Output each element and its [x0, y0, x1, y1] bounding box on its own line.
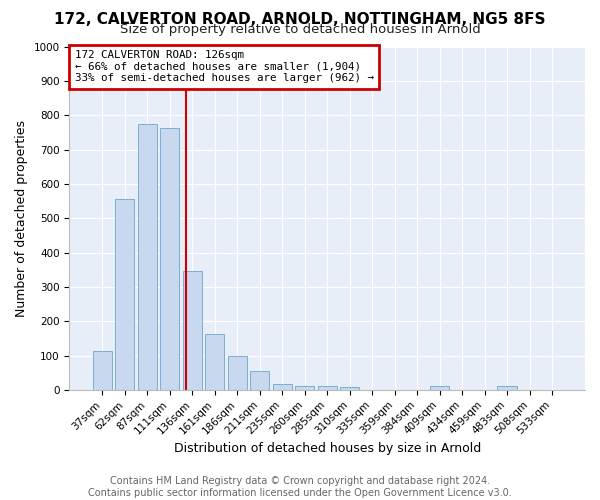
Bar: [160, 128, 179, 390]
Text: Size of property relative to detached houses in Arnold: Size of property relative to detached ho…: [119, 22, 481, 36]
Bar: [497, 386, 517, 390]
Text: 172, CALVERTON ROAD, ARNOLD, NOTTINGHAM, NG5 8FS: 172, CALVERTON ROAD, ARNOLD, NOTTINGHAM,…: [54, 12, 546, 28]
X-axis label: Distribution of detached houses by size in Arnold: Distribution of detached houses by size …: [173, 442, 481, 455]
Bar: [295, 386, 314, 390]
Bar: [183, 272, 202, 390]
Bar: [317, 386, 337, 390]
Bar: [93, 351, 112, 390]
Bar: [205, 334, 224, 390]
Bar: [138, 124, 157, 390]
Bar: [272, 384, 292, 390]
Text: Contains HM Land Registry data © Crown copyright and database right 2024.
Contai: Contains HM Land Registry data © Crown c…: [88, 476, 512, 498]
Bar: [250, 371, 269, 390]
Bar: [430, 386, 449, 390]
Bar: [340, 387, 359, 390]
Text: 172 CALVERTON ROAD: 126sqm
← 66% of detached houses are smaller (1,904)
33% of s: 172 CALVERTON ROAD: 126sqm ← 66% of deta…: [74, 50, 374, 83]
Bar: [228, 356, 247, 390]
Y-axis label: Number of detached properties: Number of detached properties: [15, 120, 28, 316]
Bar: [115, 200, 134, 390]
